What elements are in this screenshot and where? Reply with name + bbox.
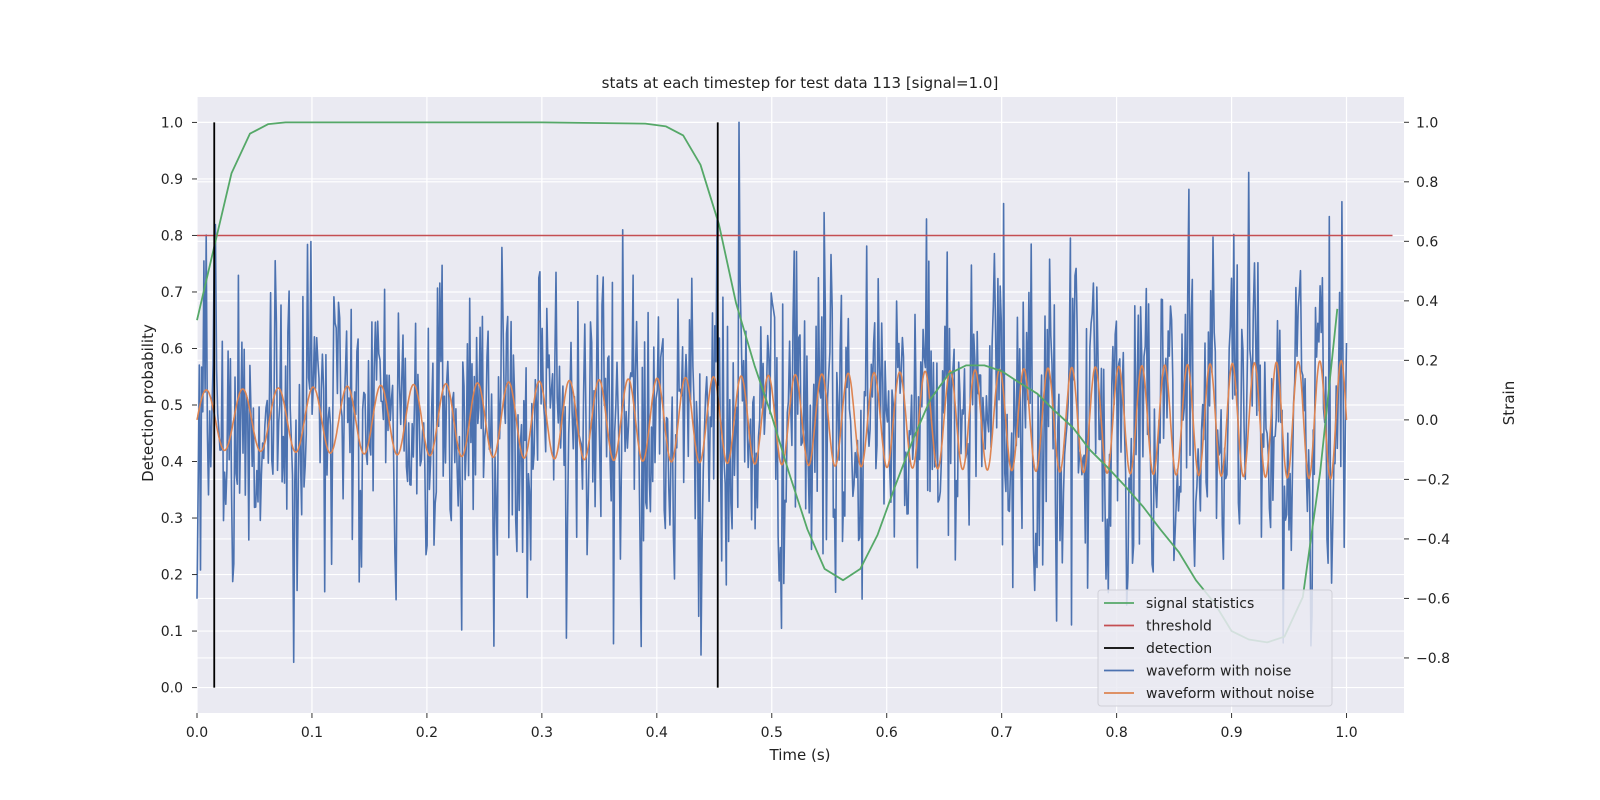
y2-tick-label: 1.0	[1416, 115, 1438, 131]
x-tick-label: 0.0	[186, 725, 208, 741]
x-tick-label: 0.2	[416, 725, 438, 741]
series-line-waveform-with-noise	[196, 121, 1348, 664]
y2-axis-label: Strain	[1500, 381, 1518, 425]
y-tick-label: 0.4	[161, 455, 183, 471]
x-axis-label: Time (s)	[769, 746, 831, 764]
y2-tick-label: 0.6	[1416, 234, 1438, 250]
x-tick-label: 0.3	[531, 725, 553, 741]
y-tick-label: 0.9	[161, 172, 183, 188]
y2-tick-label: 0.4	[1416, 294, 1438, 310]
legend: signal statistics threshold detection wavef…	[1097, 589, 1333, 707]
legend-label: waveform with noise	[1146, 664, 1291, 680]
y-tick-label: 0.8	[161, 228, 183, 244]
y2-tick-label: −0.4	[1416, 532, 1450, 548]
y2-tick-label: 0.0	[1416, 413, 1438, 429]
x-tick-label: 0.7	[991, 725, 1013, 741]
series-line-waveform-without-noise	[196, 359, 1348, 480]
y2-tick-label: 0.8	[1416, 175, 1438, 191]
x-tick-label: 0.9	[1220, 725, 1242, 741]
y-tick-label: 0.0	[161, 681, 183, 697]
legend-label: waveform without noise	[1146, 686, 1314, 702]
x-tick-label: 0.5	[761, 725, 783, 741]
y-tick-label: 0.1	[161, 624, 183, 640]
y-tick-label: 0.2	[161, 568, 183, 584]
legend-label: signal statistics	[1146, 596, 1254, 612]
x-tick-label: 0.6	[876, 725, 898, 741]
x-tick-label: 0.1	[301, 725, 323, 741]
y2-tick-label: −0.6	[1416, 591, 1450, 607]
x-tick-label: 0.8	[1105, 725, 1127, 741]
y-tick-label: 0.3	[161, 511, 183, 527]
legend-label: threshold	[1146, 619, 1212, 635]
y2-tick-label: −0.8	[1416, 651, 1450, 667]
x-tick-label: 1.0	[1335, 725, 1357, 741]
y2-tick-label: 0.2	[1416, 353, 1438, 369]
legend-label: detection	[1146, 641, 1212, 657]
ticks: 0.0 0.1 0.2 0.3 0.4 0.5 0.6 0.7 0.8 0.9 1.0 0.0 0.1 0…	[161, 115, 1450, 741]
series-line-signal-statistics	[196, 121, 1339, 644]
y-tick-label: 0.7	[161, 285, 183, 301]
y-axis-label: Detection probability	[139, 324, 157, 482]
y-tick-label: 0.6	[161, 341, 183, 357]
series-layer	[196, 121, 1393, 688]
y2-tick-label: −0.2	[1416, 472, 1450, 488]
legend-box	[1097, 589, 1333, 707]
y-tick-label: 1.0	[161, 115, 183, 131]
chart-title: stats at each timestep for test data 113…	[602, 74, 999, 92]
y-tick-label: 0.5	[161, 398, 183, 414]
x-tick-label: 0.4	[646, 725, 668, 741]
